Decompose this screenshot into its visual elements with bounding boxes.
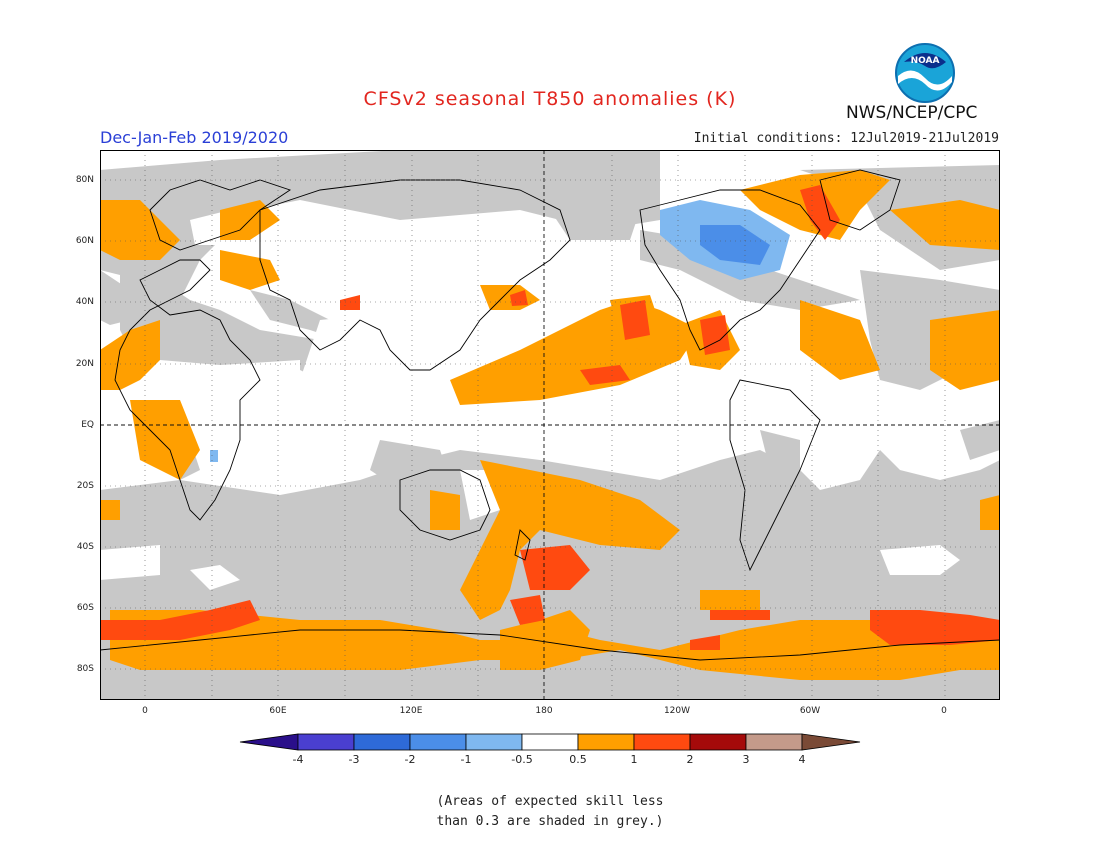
colorbar-label: -4 bbox=[292, 753, 304, 766]
colorbar-label: 2 bbox=[686, 753, 694, 766]
lon-label-0: 0 bbox=[142, 706, 148, 716]
lat-label-40s: 40S bbox=[76, 542, 94, 552]
map-frame bbox=[100, 150, 1000, 700]
anomaly-map bbox=[100, 150, 1000, 700]
colorbar-bin bbox=[521, 733, 579, 751]
lat-label-60n: 60N bbox=[75, 236, 94, 246]
colorbar-label: 3 bbox=[742, 753, 750, 766]
warm-anomaly-1-2 bbox=[100, 185, 1000, 650]
colorbar-bin bbox=[689, 733, 747, 751]
lat-label-20s: 20S bbox=[76, 481, 94, 491]
lat-label-40n: 40N bbox=[75, 297, 94, 307]
lat-label-80n: 80N bbox=[75, 175, 94, 185]
colorbar-bin bbox=[353, 733, 411, 751]
noaa-logo: NOAA bbox=[895, 43, 955, 103]
colorbar-label: -3 bbox=[348, 753, 360, 766]
colorbar-label: 4 bbox=[798, 753, 806, 766]
noaa-logo-text: NOAA bbox=[911, 56, 940, 66]
lon-label-60w: 60W bbox=[799, 706, 821, 716]
colorbar-bin bbox=[577, 733, 635, 751]
initial-conditions-label: Initial conditions: 12Jul2019-21Jul2019 bbox=[693, 131, 999, 146]
skill-footnote-line2: than 0.3 are shaded in grey.) bbox=[436, 814, 664, 829]
colorbar bbox=[239, 733, 861, 751]
colorbar-label: -0.5 bbox=[511, 753, 533, 766]
colorbar-bin bbox=[465, 733, 523, 751]
colorbar-label: 0.5 bbox=[569, 753, 587, 766]
lat-label-eq: EQ bbox=[81, 420, 94, 430]
lon-label-60e: 60E bbox=[269, 706, 287, 716]
lat-label-20n: 20N bbox=[75, 359, 94, 369]
lon-label-120w: 120W bbox=[663, 706, 691, 716]
lon-label-180: 180 bbox=[535, 706, 553, 716]
lon-label-0-east: 0 bbox=[941, 706, 947, 716]
colorbar-label: -1 bbox=[460, 753, 472, 766]
colorbar-label: 1 bbox=[630, 753, 638, 766]
colorbar-arrow-low bbox=[239, 733, 299, 751]
map-title: CFSv2 seasonal T850 anomalies (K) bbox=[363, 88, 737, 110]
lat-label-60s: 60S bbox=[76, 603, 94, 613]
colorbar-bin bbox=[745, 733, 803, 751]
season-label: Dec-Jan-Feb 2019/2020 bbox=[100, 128, 289, 147]
agency-label: NWS/NCEP/CPC bbox=[846, 103, 978, 123]
skill-footnote-line1: (Areas of expected skill less bbox=[436, 794, 664, 809]
coastlines bbox=[100, 169, 1000, 661]
lon-label-120e: 120E bbox=[399, 706, 423, 716]
cold-anomaly-areas bbox=[210, 200, 790, 462]
colorbar-bin bbox=[297, 733, 355, 751]
lat-label-80s: 80S bbox=[76, 664, 94, 674]
colorbar-label: -2 bbox=[404, 753, 416, 766]
colorbar-bin bbox=[633, 733, 691, 751]
colorbar-arrow-high bbox=[801, 733, 861, 751]
colorbar-bin bbox=[409, 733, 467, 751]
skill-footnote: (Areas of expected skill less than 0.3 a… bbox=[0, 792, 1100, 832]
